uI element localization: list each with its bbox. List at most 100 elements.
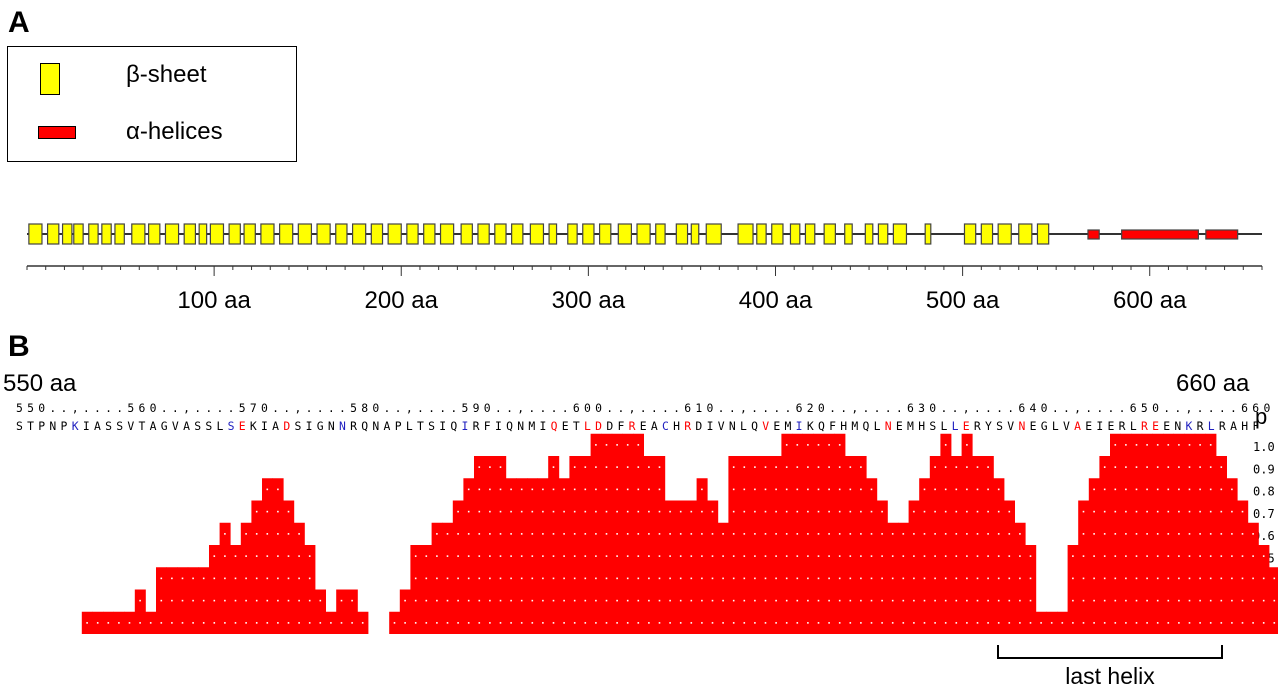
bar-dot <box>552 488 555 491</box>
bar-dot <box>467 488 470 491</box>
beta-sheet-block <box>980 223 994 245</box>
bar-dot <box>679 577 682 580</box>
bar-dot <box>997 510 1000 513</box>
bar-dot <box>764 599 767 602</box>
bar-dot <box>605 555 608 557</box>
bar-dot <box>870 488 873 491</box>
bar-dot <box>605 533 608 535</box>
residue: R <box>1197 419 1204 433</box>
bar-dot <box>1114 622 1117 624</box>
bar-dot <box>1209 622 1212 624</box>
bar-dot <box>616 466 618 468</box>
bar-dot <box>584 510 587 513</box>
bar-dot <box>1156 533 1159 535</box>
residue: A <box>183 419 190 433</box>
bar-dot <box>955 488 958 491</box>
bar-dot <box>817 622 820 624</box>
bar-dot <box>690 533 693 535</box>
bar-dot <box>1146 444 1148 446</box>
bar-dot <box>944 622 947 624</box>
bar-dot <box>573 466 576 468</box>
bar-dot <box>563 555 565 557</box>
bar-dot <box>955 510 958 513</box>
bar-dot <box>584 599 587 602</box>
probability-bar <box>770 456 782 634</box>
bar-dot <box>764 533 767 535</box>
bar-dot <box>595 555 597 557</box>
residue: Q <box>751 419 758 433</box>
beta-sheet-block <box>183 223 197 245</box>
bar-dot <box>626 488 629 491</box>
residue: E <box>1030 419 1037 433</box>
bar-dot <box>595 510 597 513</box>
bar-dot <box>404 622 406 624</box>
bar-dot <box>308 622 311 624</box>
bar-dot <box>966 466 968 468</box>
bar-dot <box>1220 488 1223 491</box>
bar-dot <box>393 622 396 624</box>
bar-dot <box>923 599 926 602</box>
bar-dot <box>870 599 873 602</box>
bar-dot <box>754 488 756 491</box>
bar-dot <box>637 622 640 624</box>
bar-dot <box>1146 488 1148 491</box>
bar-dot <box>711 599 714 602</box>
bar-dot <box>849 555 852 557</box>
axis-tick-label: 600 aa <box>1113 287 1187 314</box>
beta-sheet-block <box>279 223 294 245</box>
bar-dot <box>478 488 481 491</box>
bar-dot <box>510 510 512 513</box>
bar-dot <box>955 555 958 557</box>
probability-bar <box>474 456 485 634</box>
bar-dot <box>934 555 936 557</box>
bar-dot <box>1019 533 1021 535</box>
bar-dot <box>510 599 512 602</box>
residue: E <box>1152 419 1159 433</box>
bar-dot <box>404 599 406 602</box>
bar-dot <box>1220 555 1223 557</box>
bar-dot <box>552 510 555 513</box>
bar-dot <box>1135 533 1138 535</box>
residue: Y <box>985 419 992 433</box>
probability-bar <box>569 456 581 634</box>
bar-dot <box>944 577 947 580</box>
probability-bar <box>728 456 740 634</box>
bar-dot <box>224 577 226 580</box>
residue: N <box>372 419 379 433</box>
bar-dot <box>1125 510 1127 513</box>
probability-bar <box>346 589 358 634</box>
residue: T <box>417 419 424 433</box>
bar-dot <box>722 533 724 535</box>
bar-dot <box>732 533 735 535</box>
bar-dot <box>277 622 279 624</box>
bar-dot <box>467 577 470 580</box>
bar-dot <box>595 488 597 491</box>
bar-dot <box>584 555 587 557</box>
beta-sheet-block <box>387 223 402 245</box>
bar-dot <box>870 555 873 557</box>
bar-dot <box>1167 466 1170 468</box>
bar-dot <box>616 555 618 557</box>
probability-bar <box>548 456 560 634</box>
bar-dot <box>478 577 481 580</box>
bar-dot <box>1178 555 1180 557</box>
bar-dot <box>785 599 788 602</box>
bar-dot <box>489 466 491 468</box>
bar-dot <box>626 466 629 468</box>
bar-dot <box>1135 510 1138 513</box>
beta-sheet-block <box>316 223 331 245</box>
bar-dot <box>605 622 608 624</box>
bar-dot <box>1209 444 1212 446</box>
bar-dot <box>860 577 862 580</box>
beta-sheet-block <box>46 223 60 245</box>
bar-dot <box>1093 555 1095 557</box>
bar-dot <box>552 599 555 602</box>
bar-dot <box>923 577 926 580</box>
bar-dot <box>669 577 671 580</box>
beta-sheet-block <box>804 223 816 245</box>
bar-dot <box>987 577 989 580</box>
bar-dot <box>966 444 968 446</box>
bar-dot <box>340 622 343 624</box>
residue: S <box>16 419 23 433</box>
residue: R <box>1141 419 1148 433</box>
